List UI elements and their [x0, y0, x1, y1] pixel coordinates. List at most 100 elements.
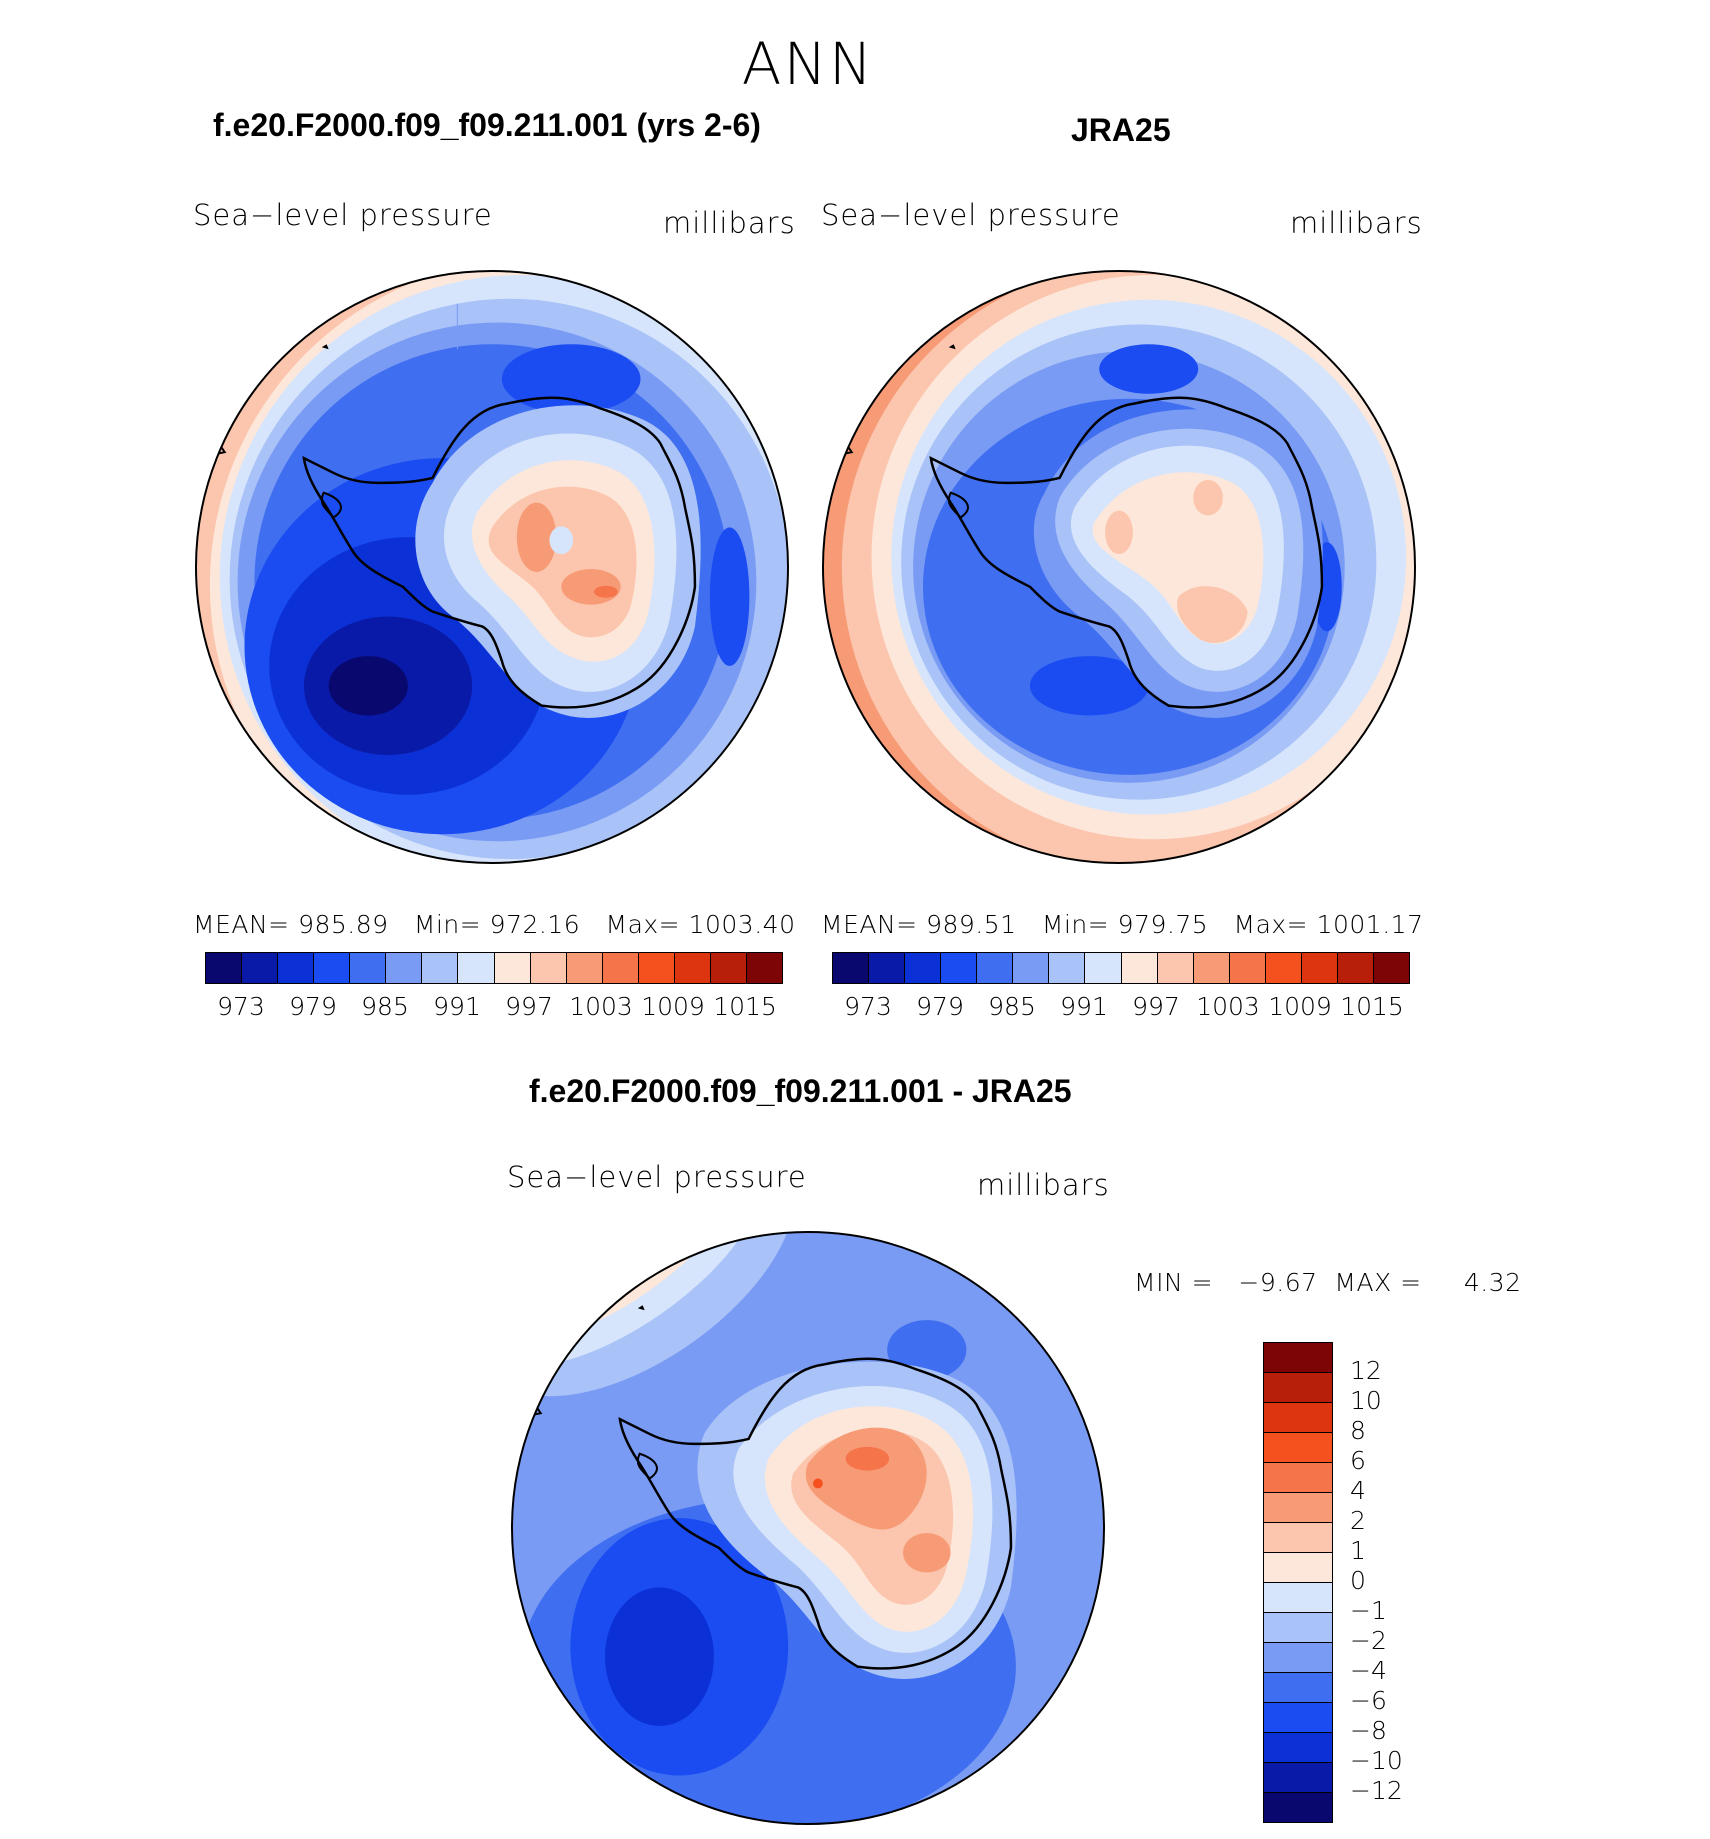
colorbar-swatch	[1264, 1493, 1332, 1523]
panel2-mean-value: 989.51	[926, 910, 1017, 939]
season-title: ANN	[741, 30, 875, 98]
colorbar-swatch	[1264, 1403, 1332, 1433]
colorbar-tick-label: 1	[1350, 1536, 1366, 1565]
colorbar-tick-label: 991	[433, 992, 481, 1021]
colorbar-tick-label: 12	[1350, 1356, 1382, 1385]
colorbar-tick-label: −10	[1350, 1746, 1403, 1775]
colorbar-tick-label: −4	[1350, 1656, 1387, 1685]
colorbar-tick-label: −12	[1350, 1776, 1403, 1805]
colorbar-swatch	[1301, 953, 1338, 983]
panel3-min-label: MIN =	[1134, 1268, 1214, 1297]
panel2-units: millibars	[1290, 206, 1423, 240]
panel3-variable: Sea−level pressure	[507, 1160, 807, 1194]
colorbar-swatch	[1264, 1433, 1332, 1463]
colorbar-swatch	[977, 953, 1014, 983]
colorbar-tick-label: −6	[1350, 1686, 1387, 1715]
panel2-min-value: 979.75	[1117, 910, 1209, 939]
colorbar-swatch	[422, 953, 459, 983]
panel2-colorbar-ticks: 973 979 985 991 997 1003 1009 1015	[832, 992, 1408, 1022]
colorbar-tick-label: 985	[988, 992, 1036, 1021]
colorbar-swatch	[1264, 1553, 1332, 1583]
colorbar-tick-label: 1009	[641, 992, 705, 1021]
colorbar-tick-label: 979	[916, 992, 964, 1021]
panel1-stats: MEAN= 985.89 Min= 972.16 Max= 1003.40	[193, 910, 795, 939]
colorbar-tick-label: 1003	[1196, 992, 1260, 1021]
colorbar-tick-label: 1015	[713, 992, 777, 1021]
panel2-stats: MEAN= 989.51 Min= 979.75 Max= 1001.17	[821, 910, 1423, 939]
panel1-title: f.e20.F2000.f09_f09.211.001 (yrs 2-6)	[213, 107, 761, 143]
colorbar-swatch	[1264, 1523, 1332, 1553]
colorbar-tick-label: 997	[1132, 992, 1180, 1021]
colorbar-swatch	[941, 953, 978, 983]
panel2-mean-label: MEAN=	[821, 910, 918, 939]
panel1-max-value: 1003.40	[688, 910, 796, 939]
colorbar-swatch	[674, 953, 711, 983]
colorbar-tick-label: 2	[1350, 1506, 1366, 1535]
panel2-max-label: Max=	[1233, 910, 1309, 939]
panel1-polar-map	[195, 270, 789, 864]
panel3-min-value: −9.67	[1238, 1268, 1318, 1297]
colorbar-swatch	[1264, 1733, 1332, 1763]
colorbar-tick-label: 4	[1350, 1476, 1366, 1505]
colorbar-swatch	[869, 953, 906, 983]
panel3-minmax: MIN = −9.67 MAX = 4.32	[1134, 1268, 1522, 1297]
colorbar-swatch	[242, 953, 279, 983]
panel1-colorbar-ticks: 973 979 985 991 997 1003 1009 1015	[205, 992, 781, 1022]
colorbar-tick-label: 10	[1350, 1386, 1382, 1415]
colorbar-swatch	[1264, 1583, 1332, 1613]
panel3-colorbar	[1263, 1342, 1333, 1823]
colorbar-swatch	[458, 953, 495, 983]
colorbar-swatch	[638, 953, 675, 983]
colorbar-tick-label: 1009	[1268, 992, 1332, 1021]
colorbar-swatch	[1264, 1763, 1332, 1793]
colorbar-swatch	[566, 953, 603, 983]
panel1-mean-value: 985.89	[298, 910, 389, 939]
panel3-max-value: 4.32	[1463, 1268, 1522, 1297]
colorbar-swatch	[1264, 1613, 1332, 1643]
colorbar-swatch	[1085, 953, 1122, 983]
panel2-title: JRA25	[1071, 112, 1171, 148]
colorbar-tick-label: 6	[1350, 1446, 1366, 1475]
colorbar-tick-label: 985	[361, 992, 409, 1021]
panel1-colorbar	[205, 952, 783, 984]
colorbar-swatch	[494, 953, 531, 983]
colorbar-swatch	[1265, 953, 1302, 983]
colorbar-tick-label: 1003	[569, 992, 633, 1021]
colorbar-swatch	[1264, 1673, 1332, 1703]
colorbar-tick-label: 979	[289, 992, 337, 1021]
panel1-min-label: Min=	[413, 910, 482, 939]
colorbar-swatch	[314, 953, 351, 983]
colorbar-tick-label: 973	[844, 992, 892, 1021]
colorbar-tick-label: 0	[1350, 1566, 1366, 1595]
colorbar-swatch	[350, 953, 387, 983]
colorbar-swatch	[1264, 1373, 1332, 1403]
colorbar-swatch	[1229, 953, 1266, 983]
colorbar-swatch	[1264, 1463, 1332, 1493]
colorbar-swatch	[1373, 953, 1409, 983]
panel2-min-label: Min=	[1041, 910, 1110, 939]
panel3-units: millibars	[977, 1168, 1110, 1202]
panel1-units: millibars	[663, 206, 796, 240]
colorbar-tick-label: 997	[505, 992, 553, 1021]
colorbar-swatch	[1049, 953, 1086, 983]
panel3-colorbar-ticks: 12 10 8 6 4 2 1 0 −1 −2 −4 −6 −8 −10 −12	[1350, 1342, 1430, 1822]
panel2-max-value: 1001.17	[1316, 910, 1424, 939]
colorbar-swatch	[1264, 1643, 1332, 1673]
colorbar-swatch	[1264, 1793, 1332, 1822]
colorbar-swatch	[1157, 953, 1194, 983]
colorbar-tick-label: 991	[1060, 992, 1108, 1021]
panel1-mean-label: MEAN=	[193, 910, 290, 939]
colorbar-tick-label: −8	[1350, 1716, 1387, 1745]
colorbar-swatch	[746, 953, 782, 983]
colorbar-swatch	[710, 953, 747, 983]
panel3-max-label: MAX =	[1334, 1268, 1422, 1297]
colorbar-tick-label: 8	[1350, 1416, 1366, 1445]
colorbar-swatch	[206, 953, 243, 983]
colorbar-swatch	[1121, 953, 1158, 983]
colorbar-swatch	[1264, 1343, 1332, 1373]
colorbar-swatch	[1013, 953, 1050, 983]
panel2-variable: Sea−level pressure	[821, 198, 1121, 232]
colorbar-tick-label: 973	[217, 992, 265, 1021]
colorbar-swatch	[1337, 953, 1374, 983]
panel3-title: f.e20.F2000.f09_f09.211.001 - JRA25	[529, 1073, 1072, 1109]
